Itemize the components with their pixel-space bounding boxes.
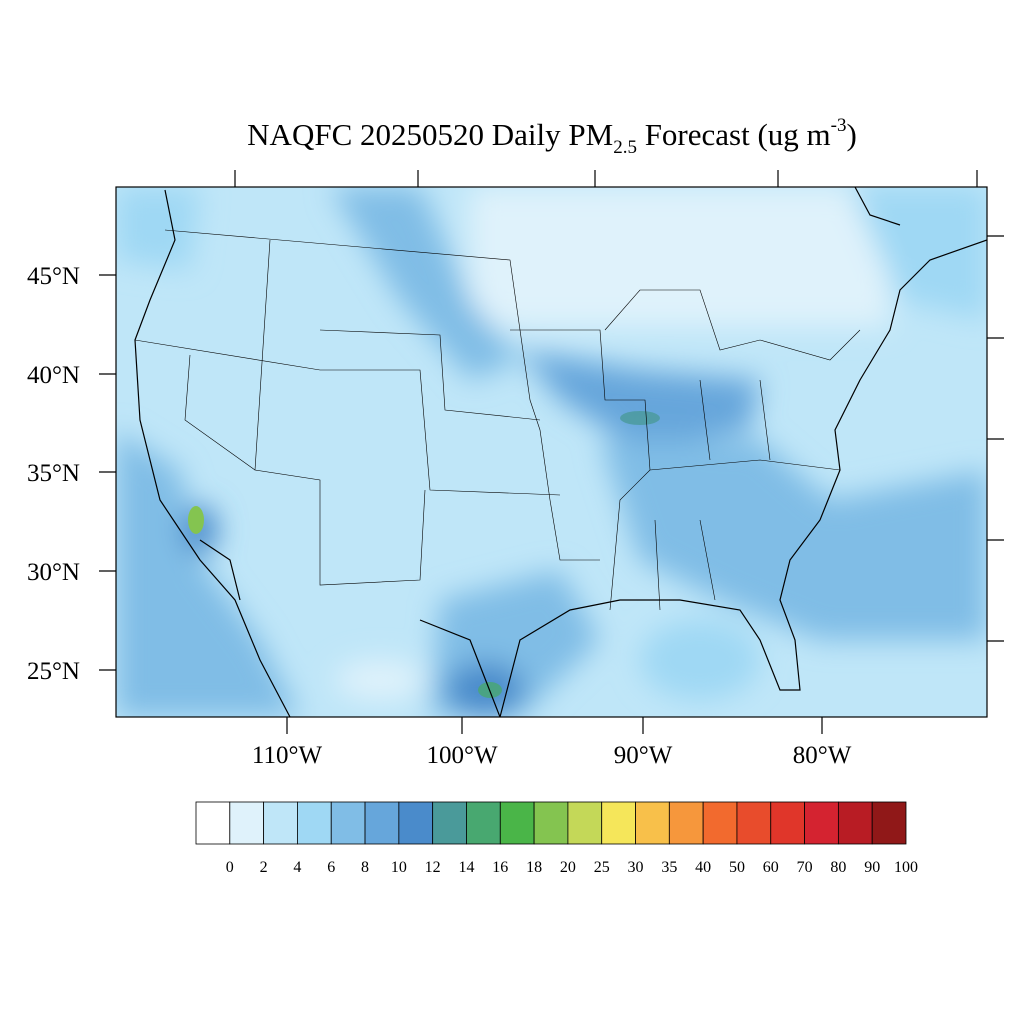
colorbar-label: 40 (695, 859, 711, 876)
colorbar-label: 70 (797, 859, 813, 876)
color-box (871, 801, 907, 845)
hotspot (620, 411, 660, 425)
colorbar-label: 14 (458, 859, 474, 876)
color-box (499, 801, 535, 845)
color-box (263, 801, 298, 845)
map-frame (115, 186, 988, 718)
colorbar-label: 18 (526, 859, 542, 876)
colorbar-label: 90 (864, 859, 880, 876)
hotspot (188, 506, 204, 534)
lon-label: 90°W (614, 742, 673, 769)
color-box (432, 801, 467, 845)
color-box (466, 801, 501, 845)
lon-label: 110°W (252, 742, 323, 769)
map-field (116, 187, 987, 717)
color-box (533, 801, 569, 845)
colorbar-label: 16 (492, 859, 508, 876)
title: NAQFC 20250520 Daily PM2.5 Forecast (ug … (247, 115, 857, 158)
title-end: ) (846, 117, 856, 152)
colorbar-label: 4 (293, 859, 301, 876)
map-ticks (99, 170, 1004, 734)
title-main: NAQFC 20250520 Daily PM (247, 117, 613, 152)
lon-label: 80°W (793, 742, 852, 769)
color-box (229, 801, 265, 845)
color-box (702, 801, 738, 845)
title-superscript: -3 (831, 115, 847, 136)
colorbar-label: 8 (361, 859, 369, 876)
color-box (635, 801, 670, 845)
lat-label: 40°N (27, 362, 80, 389)
lat-label: 25°N (27, 658, 80, 685)
color-box (567, 801, 603, 845)
color-box (770, 801, 805, 845)
colorbar-label: 35 (661, 859, 677, 876)
colorbar: 0 2 4 6 8 10 12 14 16 18 20 25 30 35 40 50 60 70 80 90 100 (195, 801, 918, 876)
colorbar-label: 20 (560, 859, 576, 876)
colorbar-label: 50 (729, 859, 745, 876)
colorbar-label: 12 (425, 859, 441, 876)
lat-label: 30°N (27, 559, 80, 586)
color-box (364, 801, 400, 845)
colorbar-label: 0 (226, 859, 234, 876)
colorbar-label: 80 (830, 859, 846, 876)
lat-label: 35°N (27, 460, 80, 487)
colorbar-label: 30 (628, 859, 644, 876)
colorbar-label: 6 (327, 859, 335, 876)
lon-label: 100°W (426, 742, 497, 769)
colorbar-label: 60 (763, 859, 779, 876)
colorbar-label: 10 (391, 859, 407, 876)
color-box (398, 801, 434, 845)
title-subscript: 2.5 (613, 137, 637, 158)
colorbar-label: 2 (260, 859, 268, 876)
axis-labels: 45°N 40°N 35°N 30°N 25°N 110°W 100°W 90°W 80°W (27, 263, 852, 769)
color-box (195, 801, 231, 845)
state-borders (134, 229, 861, 611)
color-box (601, 801, 636, 845)
coastlines (134, 187, 987, 717)
color-box (736, 801, 772, 845)
lat-label: 45°N (27, 263, 80, 290)
colorbar-label: 25 (594, 859, 610, 876)
color-box (668, 801, 704, 845)
color-box (297, 801, 332, 845)
color-box (837, 801, 873, 845)
title-middle: Forecast (ug m (637, 117, 831, 152)
color-box (804, 801, 839, 845)
colorbar-label: 100 (894, 859, 918, 876)
color-box (330, 801, 366, 845)
